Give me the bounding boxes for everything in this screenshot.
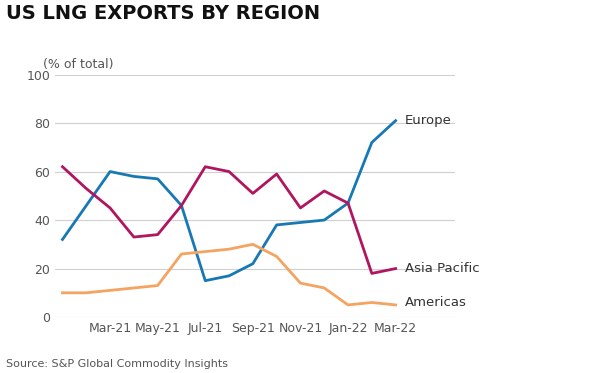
Text: Americas: Americas [405,296,467,309]
Text: Europe: Europe [405,114,452,127]
Text: Asia Pacific: Asia Pacific [405,262,480,275]
Text: (% of total): (% of total) [43,58,114,71]
Text: Source: S&P Global Commodity Insights: Source: S&P Global Commodity Insights [6,359,228,369]
Text: US LNG EXPORTS BY REGION: US LNG EXPORTS BY REGION [6,4,320,23]
